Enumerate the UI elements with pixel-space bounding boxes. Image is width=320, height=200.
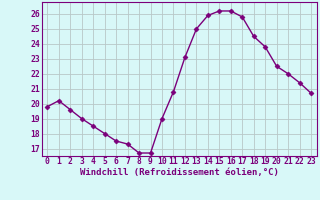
X-axis label: Windchill (Refroidissement éolien,°C): Windchill (Refroidissement éolien,°C) [80, 168, 279, 177]
